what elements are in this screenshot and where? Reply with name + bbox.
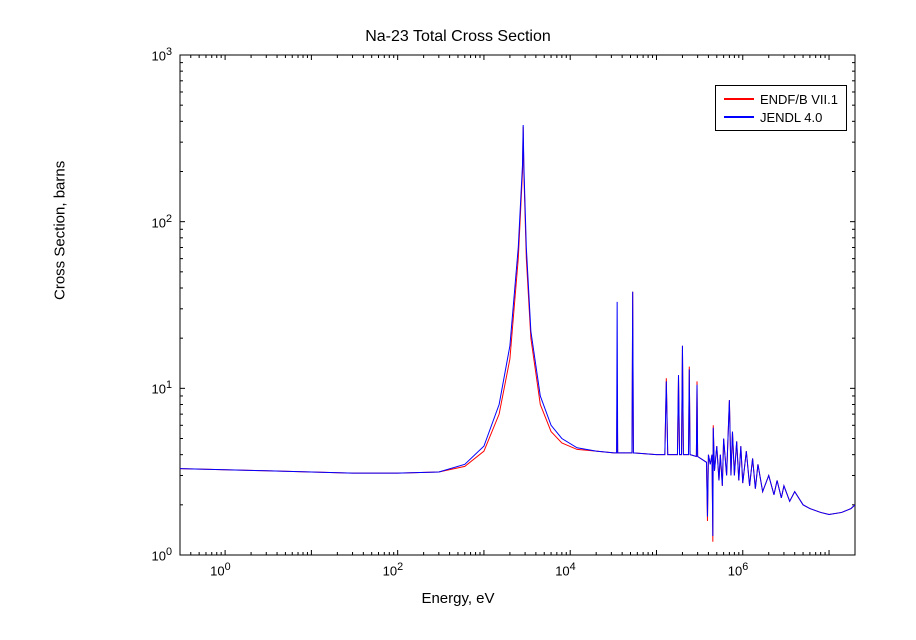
chart-container: Na-23 Total Cross Section Cross Section,… [0, 0, 916, 640]
x-tick-label: 100 [210, 561, 231, 578]
legend-swatch [724, 98, 754, 100]
y-tick-label: 102 [152, 213, 173, 230]
series-line [180, 127, 855, 542]
x-tick-label: 106 [728, 561, 749, 578]
x-tick-label: 104 [555, 561, 576, 578]
series-line [180, 125, 855, 536]
legend-swatch [724, 116, 754, 118]
x-tick-label: 102 [383, 561, 404, 578]
legend-item: ENDF/B VII.1 [724, 90, 838, 108]
y-tick-label: 103 [152, 46, 173, 63]
y-tick-label: 100 [152, 546, 173, 563]
legend-label: ENDF/B VII.1 [760, 92, 838, 107]
y-tick-label: 101 [152, 379, 173, 396]
legend-label: JENDL 4.0 [760, 110, 822, 125]
legend-item: JENDL 4.0 [724, 108, 838, 126]
legend: ENDF/B VII.1 JENDL 4.0 [715, 85, 847, 131]
